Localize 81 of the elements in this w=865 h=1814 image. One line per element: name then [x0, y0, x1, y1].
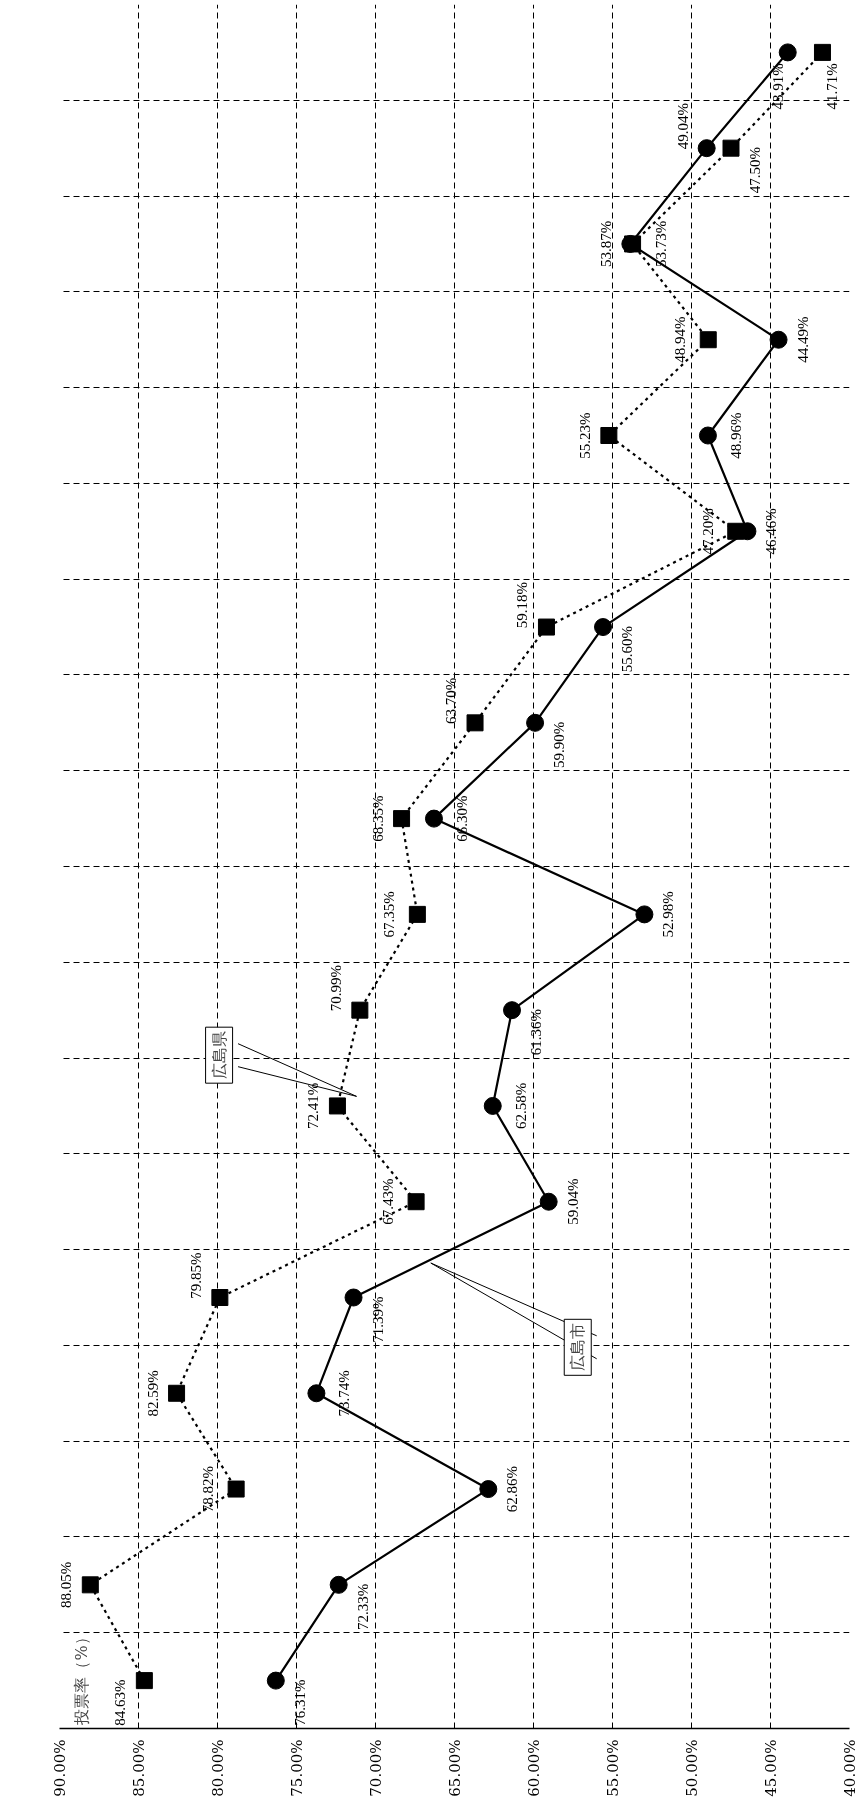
point — [393, 810, 411, 828]
data-label: 62.86% — [504, 1465, 521, 1513]
x-tick-label: 70.00% — [366, 1739, 385, 1797]
data-label: 59.04% — [564, 1178, 581, 1225]
x-tick-label: 85.00% — [129, 1739, 148, 1797]
data-label: 67.43% — [380, 1178, 397, 1225]
data-label: 53.73% — [652, 220, 669, 268]
data-label: 62.58% — [512, 1082, 529, 1130]
data-label: 52.98% — [660, 891, 677, 938]
data-label: 78.82% — [200, 1465, 217, 1513]
text: 広島県 — [209, 1031, 229, 1080]
point — [503, 1001, 522, 1020]
point — [594, 618, 613, 637]
data-label: 43.91% — [769, 63, 786, 110]
x-tick-label: 65.00% — [445, 1739, 464, 1797]
point — [526, 713, 545, 732]
data-label: 44.49% — [794, 316, 811, 363]
point — [539, 1192, 558, 1211]
point — [266, 1671, 285, 1690]
data-label: 84.63% — [112, 1679, 129, 1726]
data-label: 82.59% — [144, 1370, 161, 1417]
data-label: 79.85% — [187, 1252, 204, 1299]
point — [699, 331, 717, 349]
data-label: 71.39% — [369, 1296, 386, 1343]
point — [600, 427, 618, 444]
x-tick-label: 60.00% — [524, 1739, 543, 1797]
point — [635, 905, 654, 924]
point — [328, 1097, 346, 1115]
data-label: 59.18% — [514, 581, 531, 629]
point — [697, 139, 716, 158]
data-label: 55.60% — [619, 625, 636, 673]
point — [329, 1575, 348, 1594]
data-label: 53.87% — [598, 220, 615, 268]
point — [722, 139, 740, 157]
point — [483, 1096, 502, 1115]
point — [81, 1576, 99, 1594]
data-label: 48.94% — [672, 316, 689, 363]
text: 広島市 — [568, 1323, 588, 1372]
data-label: 72.41% — [305, 1082, 322, 1130]
point — [424, 809, 443, 828]
data-label: 59.90% — [551, 721, 568, 768]
data-label: 67.35% — [381, 891, 398, 938]
data-label: 47.20% — [699, 508, 716, 555]
x-tick-label: 40.00% — [840, 1739, 859, 1797]
point — [227, 1480, 245, 1498]
data-label: 66.30% — [453, 795, 470, 842]
data-label: 88.05% — [58, 1561, 75, 1608]
point — [135, 1672, 153, 1690]
data-label: 48.96% — [727, 412, 744, 459]
point — [769, 330, 788, 349]
data-label: 49.04% — [674, 103, 691, 150]
point — [778, 43, 797, 62]
point — [407, 1193, 425, 1211]
data-label: 72.33% — [354, 1583, 371, 1630]
x-tick-label: 55.00% — [603, 1739, 622, 1797]
data-label: 61.36% — [528, 1009, 545, 1056]
point — [351, 1001, 369, 1019]
y-axis-title: 投票率（%） — [72, 1629, 91, 1726]
point — [211, 1289, 229, 1306]
data-label: 41.71% — [824, 63, 841, 110]
data-label: 68.35% — [369, 795, 386, 842]
data-label: 73.74% — [336, 1370, 353, 1417]
data-label: 63.70% — [443, 677, 460, 724]
point — [307, 1384, 326, 1403]
point — [698, 426, 717, 445]
point — [813, 43, 831, 61]
data-label: 70.99% — [327, 965, 344, 1012]
point — [466, 714, 484, 732]
x-tick-label: 75.00% — [287, 1739, 306, 1797]
x-tick-label: 45.00% — [761, 1739, 780, 1797]
point — [479, 1480, 498, 1499]
point — [408, 905, 426, 923]
point — [344, 1288, 363, 1307]
point — [168, 1384, 186, 1402]
data-label: 55.23% — [576, 412, 593, 459]
x-tick-label: 80.00% — [208, 1739, 227, 1797]
x-tick-label: 50.00% — [682, 1739, 701, 1797]
data-label: 47.50% — [747, 147, 763, 194]
x-tick-label: 90.00% — [50, 1739, 69, 1797]
point — [727, 522, 745, 540]
point — [537, 618, 555, 636]
